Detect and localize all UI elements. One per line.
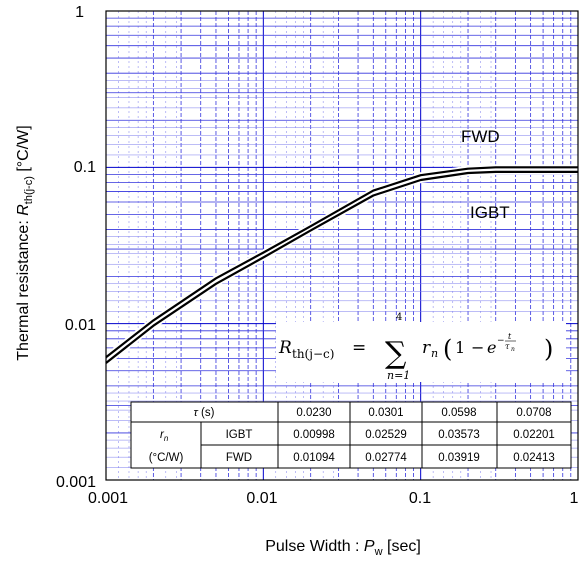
igbt-r1: 0.00998 — [293, 429, 335, 441]
formula: R th(j−c) = 4 ∑ n=1 r n ( 1 − e − t τ n … — [276, 312, 566, 382]
row-name-fwd: FWD — [226, 452, 252, 464]
formula-exp-num: t — [508, 332, 512, 341]
table-tau-header: τ (s) — [194, 407, 215, 419]
formula-term-sub: n — [431, 347, 438, 360]
plot-frame — [105, 10, 579, 481]
formula-sum-upper: 4 — [396, 312, 402, 323]
formula-lhs: R — [278, 338, 292, 358]
formula-sum-sign: ∑ — [385, 336, 407, 371]
formula-exp-den-sub: n — [511, 346, 515, 353]
tau-value-3: 0.0598 — [441, 407, 476, 419]
y-tick-label: 1 — [75, 4, 84, 21]
y-axis-title: Thermal resistance: Rth(j-c) [°C/W] — [15, 125, 35, 360]
igbt-r4: 0.02201 — [513, 429, 555, 441]
y-tick-label: 0.01 — [65, 317, 96, 334]
formula-sum-lower: n=1 — [387, 369, 410, 382]
x-axis-title: Pulse Width : Pw [sec] — [265, 538, 421, 558]
series-label-fwd: FWD — [461, 127, 500, 146]
coefficient-table: τ (s) 0.0230 0.0301 0.0598 0.0708 rn (°C… — [130, 401, 572, 469]
series-label-igbt: IGBT — [470, 203, 510, 222]
tau-value-1: 0.0230 — [296, 407, 331, 419]
fwd-r1: 0.01094 — [293, 452, 335, 464]
formula-term: r — [422, 338, 431, 358]
curve-igbt — [105, 170, 578, 364]
formula-exp-minus: − — [497, 336, 505, 346]
y-tick-label: 0.001 — [56, 474, 96, 491]
x-tick-label: 1 — [570, 490, 579, 507]
formula-lhs-sub: th(j−c) — [292, 347, 334, 361]
fwd-r3: 0.03919 — [438, 452, 480, 464]
x-tick-label: 0.001 — [88, 490, 128, 507]
formula-exp-den: τ — [505, 342, 510, 351]
row-name-igbt: IGBT — [226, 429, 253, 441]
igbt-r3: 0.03573 — [438, 429, 480, 441]
fwd-r4: 0.02413 — [513, 452, 555, 464]
formula-equals: = — [352, 338, 366, 358]
curves — [104, 164, 578, 366]
curve-fwd — [105, 166, 578, 359]
y-tick-label: 0.1 — [74, 159, 96, 176]
formula-paren-open: ( — [443, 335, 452, 363]
x-tick-label: 0.01 — [246, 490, 277, 507]
table-unit-label: (°C/W) — [149, 452, 184, 464]
tau-value-4: 0.0708 — [516, 407, 551, 419]
x-tick-label: 0.1 — [409, 490, 431, 507]
formula-e: e — [487, 338, 496, 357]
table-r-header: rn — [160, 429, 169, 443]
formula-one: 1 — [455, 338, 465, 357]
fwd-r2: 0.02774 — [365, 452, 407, 464]
formula-paren-close: ) — [544, 335, 553, 363]
formula-minus: − — [471, 338, 484, 357]
igbt-r2: 0.02529 — [365, 429, 407, 441]
tau-value-2: 0.0301 — [368, 407, 403, 419]
